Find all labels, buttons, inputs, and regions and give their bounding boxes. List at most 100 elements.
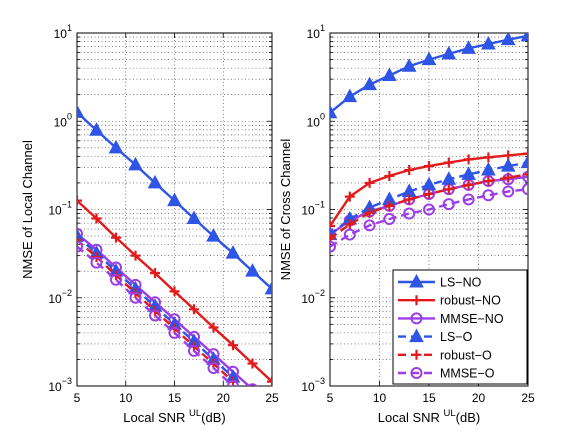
data-point xyxy=(264,280,272,295)
data-point xyxy=(111,232,121,243)
x-tick-label: 20 xyxy=(472,391,486,405)
data-point xyxy=(130,250,141,261)
data-point xyxy=(188,344,200,357)
grid xyxy=(77,33,272,386)
data-point xyxy=(364,177,375,188)
data-point xyxy=(404,194,415,205)
data-point xyxy=(424,161,434,172)
y-axis-label: NMSE of Cross Channel xyxy=(278,139,293,281)
data-point xyxy=(461,40,476,54)
data-point xyxy=(523,148,528,159)
series-group xyxy=(77,104,272,386)
chart-panel-2: 5 10 15 20 25 101 100 10−1 10−2 10−3 Local SNR UL(… xyxy=(278,23,535,425)
data-point xyxy=(330,104,338,119)
legend-item: MMSE−NO xyxy=(398,312,504,326)
data-point xyxy=(77,228,85,242)
data-point xyxy=(77,104,85,118)
data-point xyxy=(330,233,335,244)
data-point xyxy=(520,33,528,42)
series-6 xyxy=(330,183,528,253)
data-point xyxy=(169,286,180,297)
legend-box xyxy=(392,269,528,385)
data-point xyxy=(481,161,496,176)
data-point xyxy=(363,219,376,232)
data-point xyxy=(91,213,102,224)
series-group xyxy=(330,33,528,253)
y-tick-label: 10−1 xyxy=(48,200,72,218)
x-axis-label: Local SNR UL(dB) xyxy=(378,408,480,425)
legend-label: LS−NO xyxy=(440,276,482,290)
data-point xyxy=(502,185,515,198)
data-point xyxy=(245,263,260,277)
legend: LS−NO robust−NO MMSE−NO LS−O robust−O MMSE−O xyxy=(392,269,528,385)
data-point xyxy=(382,67,397,81)
data-point xyxy=(267,376,272,386)
x-tick-label: 10 xyxy=(119,391,133,405)
data-point xyxy=(463,154,474,165)
data-point xyxy=(463,179,474,190)
data-point xyxy=(462,193,475,206)
series-line xyxy=(77,245,234,386)
data-point xyxy=(147,174,163,189)
data-point xyxy=(189,304,199,315)
x-axis-label: Local SNR UL(dB) xyxy=(123,408,225,425)
data-point xyxy=(77,195,82,206)
legend-marker xyxy=(410,312,423,325)
data-point xyxy=(443,184,454,195)
data-point xyxy=(207,361,220,374)
data-point xyxy=(247,383,258,386)
data-point xyxy=(442,198,455,211)
legend-item: robust−O xyxy=(398,348,492,362)
x-tick-label: 5 xyxy=(327,391,334,405)
data-point xyxy=(129,291,142,304)
x-tick-label: 25 xyxy=(265,391,279,405)
y-tick-label: 10−2 xyxy=(301,288,325,306)
series-line xyxy=(77,232,251,386)
legend-marker xyxy=(411,349,422,360)
y-tick-label: 100 xyxy=(54,111,72,129)
data-point xyxy=(522,170,528,183)
data-point xyxy=(520,154,528,169)
data-point xyxy=(342,88,358,103)
data-point xyxy=(423,203,435,216)
data-point xyxy=(523,169,528,180)
y-tick-label: 10−3 xyxy=(301,376,325,394)
data-point xyxy=(227,380,239,386)
data-point xyxy=(364,207,375,218)
series-1 xyxy=(330,33,528,119)
data-point xyxy=(228,340,238,351)
data-point xyxy=(403,207,416,220)
legend-label: MMSE−NO xyxy=(440,312,504,326)
data-point xyxy=(168,326,181,339)
x-tick-label: 10 xyxy=(373,391,387,405)
data-point xyxy=(522,183,528,196)
series-2 xyxy=(77,195,272,386)
data-point xyxy=(461,166,476,180)
data-point xyxy=(330,240,336,253)
data-point xyxy=(500,158,516,172)
data-point xyxy=(167,192,182,207)
data-point xyxy=(500,33,516,46)
data-point xyxy=(401,58,417,72)
data-point xyxy=(483,176,494,187)
data-point xyxy=(225,245,241,259)
data-point xyxy=(483,152,494,163)
series-4 xyxy=(330,154,528,241)
data-point xyxy=(108,139,124,154)
legend-item: MMSE−O xyxy=(398,367,495,381)
legend-label: LS−O xyxy=(440,330,473,344)
series-6 xyxy=(77,240,239,386)
data-point xyxy=(481,35,496,50)
data-point xyxy=(89,122,104,136)
data-point xyxy=(77,227,83,240)
data-point xyxy=(383,213,396,226)
series-5 xyxy=(330,169,528,244)
series-1 xyxy=(77,104,272,295)
y-tick-label: 100 xyxy=(307,111,325,129)
y-tick-label: 101 xyxy=(54,23,72,41)
legend-marker xyxy=(410,367,423,379)
data-point xyxy=(443,157,454,168)
legend-label: robust−O xyxy=(440,348,492,362)
x-tick-label: 5 xyxy=(74,391,81,405)
